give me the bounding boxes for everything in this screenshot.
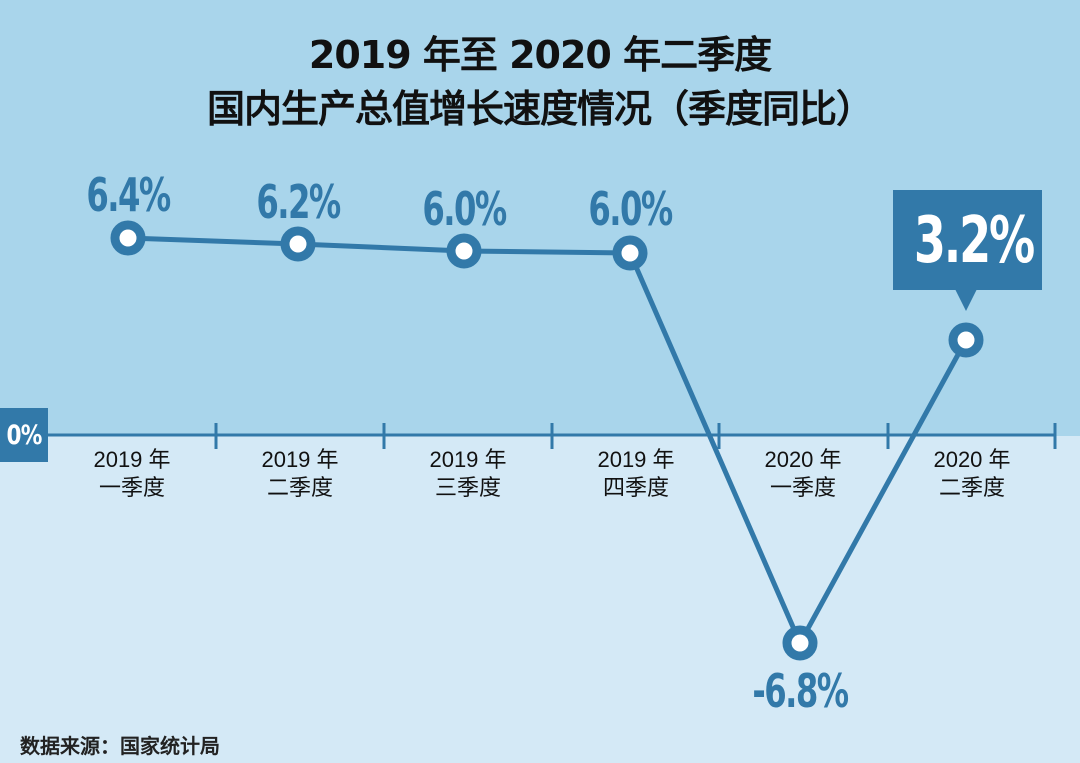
x-label-2019q1: 2019 年 一季度: [48, 446, 216, 502]
x-label-year: 2019 年: [93, 447, 171, 472]
x-label-quarter: 二季度: [938, 475, 1005, 500]
data-markers: [110, 220, 984, 661]
chart-title-line2: 国内生产总值增长速度情况（季度同比）: [206, 87, 874, 131]
x-label-2020q2: 2020 年 二季度: [888, 446, 1056, 502]
value-label-2019q3: 6.0%: [422, 182, 507, 236]
highlight-callout: 3.2%: [893, 190, 1042, 290]
marker-2020q2: [948, 322, 984, 358]
marker-2019q1: [110, 220, 146, 256]
x-label-2019q2: 2019 年 二季度: [216, 446, 384, 502]
marker-2019q3: [446, 233, 482, 269]
x-label-quarter: 一季度: [98, 475, 165, 500]
value-label-2019q2: 6.2%: [256, 175, 341, 229]
marker-2019q2: [280, 226, 316, 262]
chart-title-line1: 2019 年至 2020 年二季度: [308, 33, 772, 77]
x-label-quarter: 二季度: [266, 475, 333, 500]
x-label-2019q4: 2019 年 四季度: [552, 446, 720, 502]
x-label-year: 2020 年: [764, 447, 842, 472]
callout-pointer: [955, 289, 977, 311]
marker-2019q4: [612, 235, 648, 271]
x-label-2019q3: 2019 年 三季度: [384, 446, 552, 502]
gdp-growth-line: [127, 235, 969, 646]
marker-2020q1: [782, 625, 818, 661]
zero-label: 0%: [6, 420, 42, 451]
x-label-year: 2019 年: [261, 447, 339, 472]
value-label-2020q1: -6.8%: [752, 664, 849, 718]
value-label-2019q1: 6.4%: [86, 168, 171, 222]
highlight-value: 3.2%: [913, 204, 1035, 278]
value-label-2019q4: 6.0%: [588, 182, 673, 236]
x-label-year: 2019 年: [597, 447, 675, 472]
x-label-year: 2019 年: [429, 447, 507, 472]
negative-region-background: [0, 436, 1080, 763]
x-label-2020q1: 2020 年 一季度: [719, 446, 887, 502]
x-label-quarter: 四季度: [602, 475, 669, 500]
zero-label-box: 0%: [0, 408, 48, 462]
data-source-note: 数据来源：国家统计局: [20, 734, 220, 758]
axis-ticks: [214, 423, 1057, 449]
x-label-quarter: 一季度: [769, 475, 836, 500]
x-label-quarter: 三季度: [434, 475, 501, 500]
x-label-year: 2020 年: [933, 447, 1011, 472]
